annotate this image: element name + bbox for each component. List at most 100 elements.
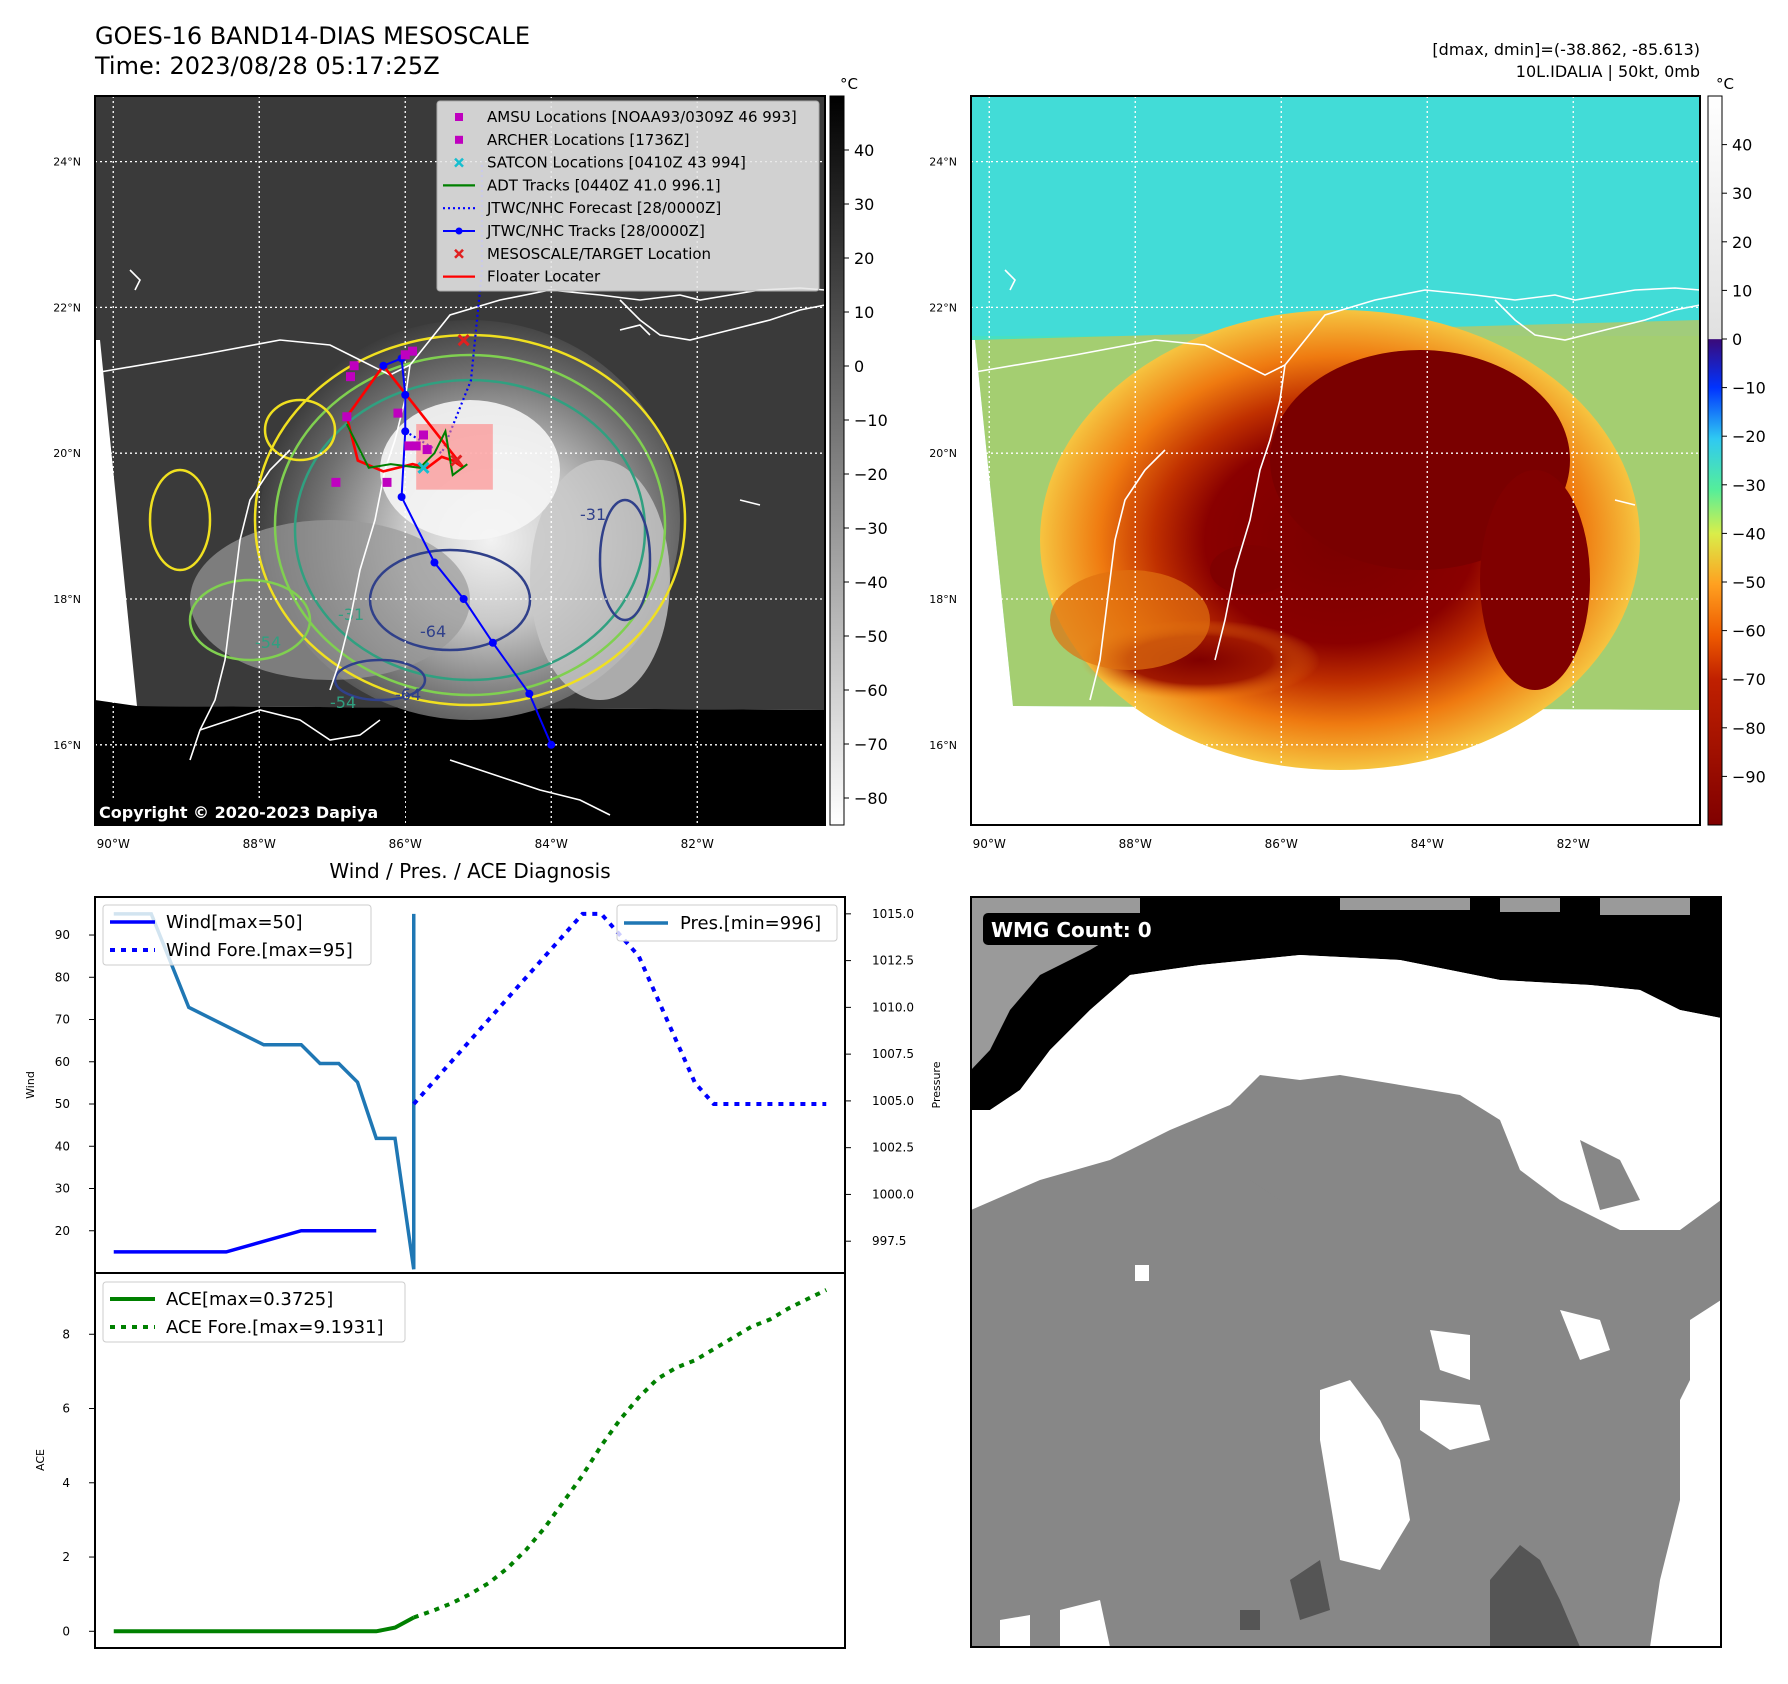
legend-box [436, 100, 820, 292]
colorbar-tick-label: −30 [854, 519, 888, 538]
ace-series-line [113, 1615, 415, 1634]
colorbar-tick-label: 30 [1732, 184, 1752, 203]
jtwc-track-point [401, 390, 410, 399]
lon-tick-label: 86°W [1265, 837, 1298, 851]
jtwc-nhc-track [382, 357, 553, 746]
lon-tick-label: 82°W [681, 837, 714, 851]
map-frame [94, 95, 826, 826]
wind-pressure-panel: Wind Pressure 90 80 70 60 50 40 30 20 1015.0 101… [24, 896, 943, 1274]
lat-tick-label: 18°N [929, 593, 957, 606]
lat-tick-label: 22°N [929, 301, 957, 314]
satcon-point [417, 461, 430, 474]
svg-text:Wind[max=50]: Wind[max=50] [166, 912, 303, 933]
wind-series-line [113, 1229, 377, 1254]
figure-title: GOES-16 BAND14-DIAS MESOSCALE [95, 22, 530, 50]
colorbar-tick-label: −40 [1732, 524, 1766, 543]
colorbar-tick-label: 40 [1732, 136, 1752, 155]
amsu-point [404, 441, 414, 451]
copyright-text: Copyright © 2020-2023 Dapiya [99, 803, 378, 822]
svg-text:ACE[max=0.3725]: ACE[max=0.3725] [166, 1289, 333, 1310]
ace-panel: ACE 8 6 4 2 0 ACE[max=0.3725] ACE Fore.[max=… [34, 1272, 846, 1649]
storm-info-label: 10L.IDALIA | 50kt, 0mb [1516, 62, 1700, 81]
pressure-legend: Pres.[min=996] [616, 904, 838, 942]
ace-tick-label: 4 [62, 1476, 70, 1490]
target-marker [457, 334, 470, 347]
ir-color-map [970, 95, 1701, 826]
svg-text:JTWC/NHC Forecast [28/0000Z]: JTWC/NHC Forecast [28/0000Z] [486, 199, 721, 217]
lon-tick-label: 88°W [1119, 837, 1152, 851]
lat-tick-label: 22°N [53, 301, 81, 314]
svg-text:Floater Locater: Floater Locater [487, 268, 601, 286]
jtwc-track-point [459, 595, 468, 604]
lon-ticks-right: 90°W 88°W 86°W 84°W 82°W [973, 837, 1590, 851]
dmax-dmin-label: [dmax, dmin]=(-38.862, -85.613) [1432, 40, 1700, 59]
colorbar-tick-label: −80 [854, 789, 888, 808]
color-map-frame [970, 95, 1701, 826]
amsu-archer-points [331, 346, 432, 487]
ace-tick-label: 2 [62, 1550, 70, 1564]
lat-ticks-right: 24°N 22°N 20°N 18°N 16°N [929, 156, 957, 752]
colorbar-tick-label: 10 [1732, 281, 1752, 300]
colorbar-tick-label: 20 [1732, 233, 1752, 252]
legend-entry: Floater Locater [443, 268, 601, 286]
lon-tick-label: 84°W [1411, 837, 1444, 851]
pressure-tick-label: 1012.5 [872, 954, 914, 968]
lat-tick-label: 16°N [53, 739, 81, 752]
ir-gray-map: -31 -54 -64 -54 -64 -31 [94, 95, 826, 826]
lat-tick-label: 24°N [53, 156, 81, 169]
map-gridlines-color [971, 96, 1701, 825]
colorbar-tick-label: 0 [854, 357, 864, 376]
svg-text:MESOSCALE/TARGET Location: MESOSCALE/TARGET Location [487, 245, 711, 263]
amsu-point [419, 430, 428, 440]
color-colorbar: °C 40 30 20 10 0 −10 −20 −30 −40 −50 −60 −70 −80 −90 [1707, 75, 1766, 826]
svg-text:ADT Tracks [0440Z 41.0 996.1]: ADT Tracks [0440Z 41.0 996.1] [487, 176, 721, 194]
lon-tick-label: 84°W [535, 837, 568, 851]
lat-tick-label: 16°N [929, 739, 957, 752]
svg-text:Wind Fore.[max=95]: Wind Fore.[max=95] [166, 940, 353, 961]
target-marker [450, 454, 463, 467]
pressure-series-line [113, 912, 416, 1270]
amsu-point [342, 412, 352, 422]
pressure-tick-label: 1002.5 [872, 1141, 914, 1155]
target-points [450, 334, 470, 467]
wind-tick-label: 90 [55, 928, 70, 942]
ace-tick-label: 0 [62, 1624, 70, 1638]
legend-entry: ARCHER Locations [1736Z] [455, 131, 690, 149]
lon-tick-label: 88°W [243, 837, 276, 851]
ace-tick-label: 8 [62, 1327, 70, 1341]
wind-tick-label: 20 [55, 1224, 70, 1238]
svg-text:-64: -64 [420, 622, 446, 641]
wind-tick-label: 60 [55, 1055, 70, 1069]
wind-legend: Wind[max=50] Wind Fore.[max=95] [102, 904, 372, 966]
wmg-count-box [983, 913, 1165, 945]
lon-ticks-left: 90°W 88°W 86°W 84°W 82°W [97, 837, 714, 851]
pressure-tick-label: 1005.0 [872, 1094, 914, 1108]
lat-tick-label: 20°N [53, 447, 81, 460]
copyright-box [95, 800, 405, 824]
ace-tick-label: 6 [62, 1402, 70, 1416]
pressure-tick-label: 1000.0 [872, 1187, 914, 1201]
lon-tick-label: 86°W [389, 837, 422, 851]
colorbar-tick-label: −70 [854, 735, 888, 754]
wind-tick-label: 80 [55, 970, 70, 984]
legend-entry: AMSU Locations [NOAA93/0309Z 46 993] [455, 108, 797, 126]
svg-text:-54: -54 [255, 633, 281, 652]
gray-colorbar: °C 40 30 20 10 0 −10 −20 −30 −40 −50 −60 −70 −80 [829, 75, 888, 826]
svg-text:-64: -64 [395, 685, 421, 704]
colorbar-tick-label: −20 [1732, 427, 1766, 446]
coastlines [99, 269, 826, 816]
map-legend: AMSU Locations [NOAA93/0309Z 46 993] ARCH… [436, 100, 820, 292]
legend-entry: MESOSCALE/TARGET Location [454, 245, 711, 263]
svg-text:Pres.[min=996]: Pres.[min=996] [680, 913, 821, 934]
colorbar-tick-label: −30 [1732, 476, 1766, 495]
lon-tick-label: 90°W [97, 837, 130, 851]
legend-entry: ADT Tracks [0440Z 41.0 996.1] [443, 176, 721, 194]
colorbar-tick-label: 10 [854, 303, 874, 322]
amsu-point [411, 441, 421, 451]
wind-axis-label: Wind [24, 1071, 37, 1099]
amsu-point [331, 477, 341, 487]
colorbar-tick-label: −50 [854, 627, 888, 646]
amsu-point [393, 408, 403, 418]
wmg-panel: WMG Count: 0 [970, 896, 1722, 1648]
pressure-axis-label: Pressure [930, 1061, 943, 1108]
